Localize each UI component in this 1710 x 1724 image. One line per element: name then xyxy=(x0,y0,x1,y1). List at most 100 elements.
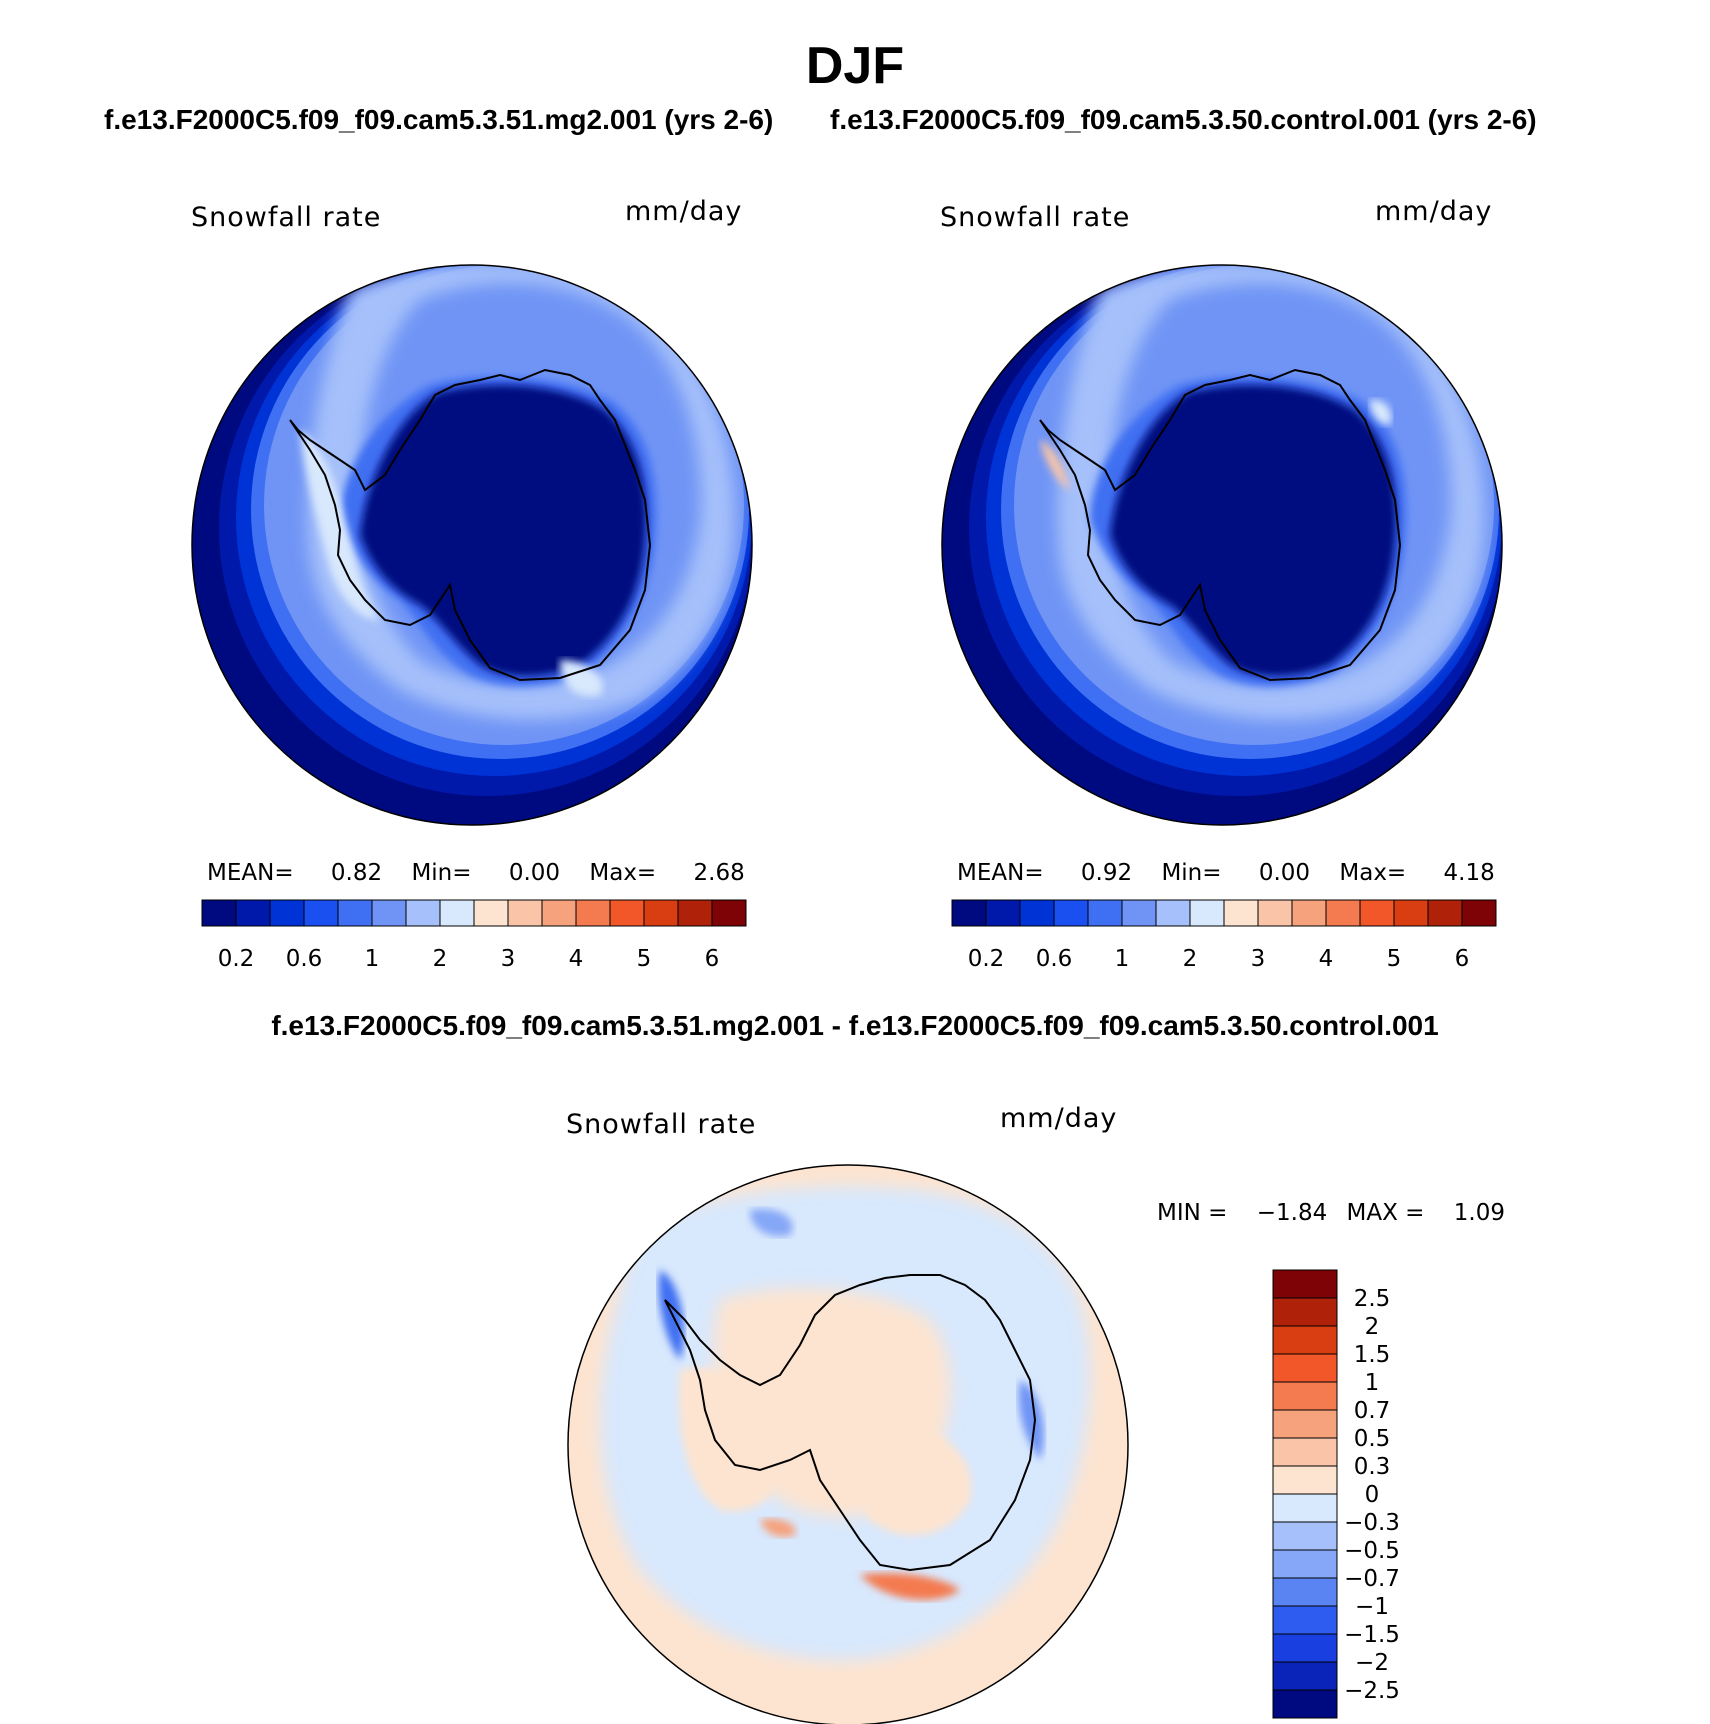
panel-1-stats: MEAN= 0.82 Min= 0.00 Max= 2.68 xyxy=(207,860,745,886)
panel-1-colorbar-swatch xyxy=(405,899,441,927)
diff-units-label: mm/day xyxy=(1000,1103,1118,1134)
panel-1-colorbar-tick-label: 1 xyxy=(365,946,380,972)
panel-2-colorbar-swatch xyxy=(1427,899,1463,927)
panel-2-colorbar-tick-label: 4 xyxy=(1319,946,1334,972)
diff-min-label: MIN = xyxy=(1157,1200,1228,1226)
panel-2-colorbar-swatch xyxy=(1087,899,1123,927)
panel-2-max-value: 4.18 xyxy=(1443,860,1495,886)
diff-colorbar-tick-label: 0.5 xyxy=(1354,1426,1391,1452)
panel-2-colorbar-swatch xyxy=(1155,899,1191,927)
panel-1-colorbar-tick-label: 0.2 xyxy=(218,946,255,972)
panel-2-colorbar-swatch xyxy=(1257,899,1293,927)
panel-2-map xyxy=(941,264,1503,826)
panel-1-colorbar-swatch xyxy=(541,899,577,927)
diff-colorbar-swatch xyxy=(1272,1465,1338,1495)
panel-1-colorbar-tick-label: 6 xyxy=(705,946,720,972)
panel-2-colorbar-swatch xyxy=(1019,899,1055,927)
diff-colorbar-tick-label: 1 xyxy=(1365,1370,1380,1396)
diff-colorbar-swatch xyxy=(1272,1409,1338,1439)
panel-2-colorbar-tick-label: 3 xyxy=(1251,946,1266,972)
panel-1-colorbar-swatch xyxy=(201,899,237,927)
panel-1-colorbar-swatch xyxy=(507,899,543,927)
panel-2-mean-value: 0.92 xyxy=(1080,860,1133,886)
panel-1-colorbar-tick-label: 5 xyxy=(637,946,652,972)
panel-1-colorbar-swatch xyxy=(439,899,475,927)
panel-2-colorbar-tick-label: 5 xyxy=(1387,946,1402,972)
diff-colorbar-tick-label: −2 xyxy=(1355,1650,1389,1676)
diff-max-value: 1.09 xyxy=(1453,1200,1505,1226)
panel-1-min-value: 0.00 xyxy=(508,860,561,886)
panel-2-subtitle: f.e13.F2000C5.f09_f09.cam5.3.50.control.… xyxy=(830,104,1537,135)
panel-1-colorbar-swatch xyxy=(371,899,407,927)
diff-colorbar-tick-label: 0.7 xyxy=(1354,1398,1391,1424)
diff-colorbar-swatch xyxy=(1272,1297,1338,1327)
panel-2-colorbar-tick-label: 1 xyxy=(1115,946,1130,972)
panel-2-colorbar-swatch xyxy=(1393,899,1429,927)
panel-2-colorbar-swatch xyxy=(1121,899,1157,927)
diff-min-value: −1.84 xyxy=(1256,1200,1328,1226)
panel-2-min-label: Min= xyxy=(1161,860,1222,886)
panel-1-colorbar-swatch xyxy=(575,899,611,927)
diff-max-label: MAX = xyxy=(1346,1200,1425,1226)
diff-colorbar-tick-label: −0.7 xyxy=(1344,1566,1400,1592)
diff-colorbar-swatch xyxy=(1272,1605,1338,1635)
diff-colorbar-swatch xyxy=(1272,1549,1338,1579)
panel-2-colorbar-tick-label: 0.2 xyxy=(968,946,1005,972)
panel-1-max-label: Max= xyxy=(589,860,657,886)
panel-1-colorbar-swatch xyxy=(677,899,713,927)
panel-1-max-value: 2.68 xyxy=(693,860,745,886)
panel-1-colorbar-tick-label: 4 xyxy=(569,946,584,972)
panel-1-mean-label: MEAN= xyxy=(207,860,294,886)
panel-2-variable-label: Snowfall rate xyxy=(940,202,1131,233)
panel-1-colorbar-tick-label: 0.6 xyxy=(286,946,323,972)
panel-2-colorbar-swatch xyxy=(1291,899,1327,927)
diff-colorbar-tick-label: −2.5 xyxy=(1344,1678,1400,1704)
panel-1-units-label: mm/day xyxy=(625,196,743,227)
main-title: DJF xyxy=(805,37,905,95)
diff-stats: MIN = −1.84 MAX = 1.09 xyxy=(1157,1200,1505,1226)
diff-colorbar-tick-label: −1 xyxy=(1355,1594,1389,1620)
diff-colorbar-tick-label: −1.5 xyxy=(1344,1622,1400,1648)
diff-colorbar-tick-label: 2 xyxy=(1365,1314,1380,1340)
panel-2-max-label: Max= xyxy=(1339,860,1407,886)
diff-colorbar-tick-label: 1.5 xyxy=(1354,1342,1391,1368)
diff-colorbar-tick-label: −0.3 xyxy=(1344,1510,1400,1536)
panel-1-colorbar: 0.2 0.6 1 2 3 4 5 6 xyxy=(201,899,747,972)
panel-2-min-value: 0.00 xyxy=(1258,860,1311,886)
panel-1-colorbar-swatch xyxy=(235,899,271,927)
panel-2-colorbar-swatch xyxy=(1189,899,1225,927)
panel-2-colorbar-tick-label: 6 xyxy=(1455,946,1470,972)
panel-1-map xyxy=(191,264,753,826)
diff-colorbar-swatch xyxy=(1272,1493,1338,1523)
diff-colorbar-swatch xyxy=(1272,1325,1338,1355)
diff-colorbar-swatch xyxy=(1272,1633,1338,1663)
diff-colorbar-swatch xyxy=(1272,1437,1338,1467)
panel-1-colorbar-tick-label: 3 xyxy=(501,946,516,972)
panel-1-colorbar-swatch xyxy=(609,899,645,927)
diff-colorbar-swatch xyxy=(1272,1689,1338,1719)
panel-2-colorbar-swatch xyxy=(1461,899,1497,927)
panel-1-colorbar-swatch xyxy=(643,899,679,927)
diff-colorbar: 2.521.510.70.50.30−0.3−0.5−0.7−1−1.5−2−2… xyxy=(1272,1269,1400,1719)
diff-colorbar-swatch xyxy=(1272,1269,1338,1299)
panel-1-min-label: Min= xyxy=(411,860,472,886)
panel-1-colorbar-tick-label: 2 xyxy=(433,946,448,972)
panel-2-mean-label: MEAN= xyxy=(957,860,1044,886)
panel-1-colorbar-swatch xyxy=(269,899,305,927)
diff-colorbar-swatch xyxy=(1272,1521,1338,1551)
panel-2-colorbar-swatch xyxy=(1325,899,1361,927)
diff-colorbar-tick-label: 0 xyxy=(1365,1482,1380,1508)
panel-2-units-label: mm/day xyxy=(1375,196,1493,227)
panel-1-colorbar-swatch xyxy=(473,899,509,927)
panel-1-colorbar-swatch xyxy=(303,899,339,927)
panel-2-colorbar-tick-label: 2 xyxy=(1183,946,1198,972)
panel-2-colorbar-tick-label: 0.6 xyxy=(1036,946,1073,972)
panel-2-colorbar-swatch xyxy=(1223,899,1259,927)
panel-1-variable-label: Snowfall rate xyxy=(191,202,382,233)
panel-1-mean-value: 0.82 xyxy=(330,860,383,886)
diff-colorbar-tick-label: −0.5 xyxy=(1344,1538,1400,1564)
panel-2-colorbar-swatch xyxy=(1359,899,1395,927)
diff-colorbar-tick-label: 0.3 xyxy=(1354,1454,1391,1480)
panel-1-colorbar-swatch xyxy=(337,899,373,927)
panel-2-colorbar-swatch xyxy=(1053,899,1089,927)
